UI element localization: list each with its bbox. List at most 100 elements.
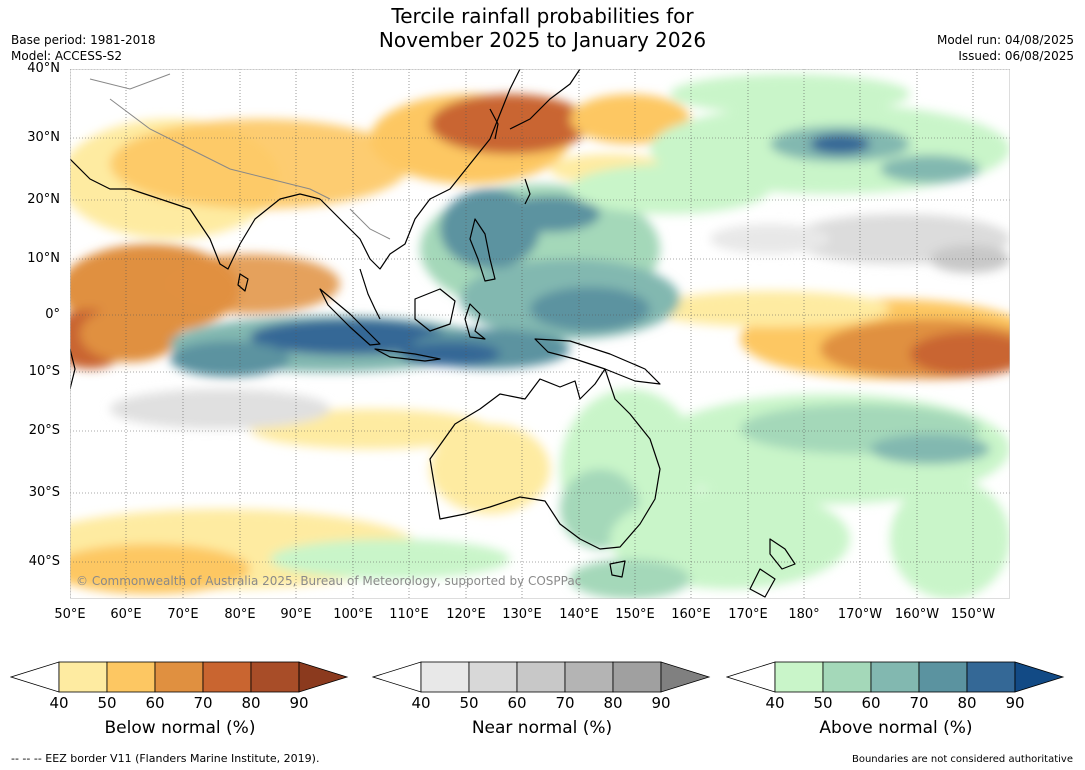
- lat-label-30s: 30°S: [28, 485, 60, 500]
- lon-label-60e: 60°E: [110, 607, 142, 622]
- colorbar-swatch: [154, 661, 204, 693]
- india-coast: [129, 188, 321, 270]
- coastlines: [70, 69, 796, 598]
- lon-label-80e: 80°E: [224, 607, 256, 622]
- japan-coast: [509, 69, 581, 130]
- lon-label-180: 180°: [788, 607, 820, 622]
- graticule: [70, 69, 1010, 599]
- colorbar-below-swatches: [9, 661, 349, 693]
- colorbar-swatch: [420, 661, 470, 693]
- tick-near-90: 90: [651, 694, 671, 712]
- map-canvas: [70, 69, 1010, 599]
- africa-coast: [70, 348, 76, 390]
- tick-below-40: 40: [49, 694, 69, 712]
- tick-above-80: 80: [957, 694, 977, 712]
- lon-label-130e: 130°E: [502, 607, 542, 622]
- colorbar-near-normal: [371, 661, 712, 699]
- tick-near-80: 80: [603, 694, 623, 712]
- lon-label-140e: 140°E: [559, 607, 599, 622]
- borneo-coast: [414, 288, 456, 332]
- sri-lanka-coast: [237, 273, 249, 292]
- lon-label-50e: 50°E: [54, 607, 86, 622]
- colorbar-extend-high: [660, 661, 711, 693]
- lat-label-10s: 10°S: [28, 364, 60, 379]
- tick-near-70: 70: [555, 694, 575, 712]
- malay-peninsula-coast: [359, 268, 381, 320]
- philippines-coast: [469, 218, 496, 282]
- colorbar-extend-low: [725, 661, 776, 693]
- model-name: Model: ACCESS-S2: [11, 49, 123, 63]
- lon-label-160e: 160°E: [671, 607, 711, 622]
- arabia-coast: [70, 158, 130, 190]
- tick-above-60: 60: [861, 694, 881, 712]
- java-coast: [374, 348, 441, 362]
- colorbar-swatch: [966, 661, 1016, 693]
- australia-coast: [429, 368, 661, 550]
- colorbar-swatch: [106, 661, 156, 693]
- tick-near-60: 60: [507, 694, 527, 712]
- colorbar-swatch: [250, 661, 300, 693]
- tick-above-50: 50: [813, 694, 833, 712]
- model-run: Model run: 04/08/2025: [936, 33, 1074, 47]
- tasmania-coast: [609, 560, 626, 578]
- boundaries-disclaimer: Boundaries are not considered authoritat…: [851, 754, 1073, 765]
- taiwan-coast: [524, 178, 531, 205]
- eez-border-note: -- -- -- EEZ border V11 (Flanders Marine…: [11, 752, 320, 765]
- tick-below-90: 90: [289, 694, 309, 712]
- new-zealand-coast: [749, 538, 796, 598]
- lat-label-10n: 10°N: [27, 251, 60, 266]
- map-title-line1: Tercile rainfall probabilities for: [391, 4, 694, 28]
- tick-near-50: 50: [459, 694, 479, 712]
- lon-label-160w: 160°W: [894, 607, 940, 622]
- colorbar-extend-low: [371, 661, 422, 693]
- tick-above-70: 70: [909, 694, 929, 712]
- colorbar-extend-high: [1014, 661, 1065, 693]
- lon-label-170e: 170°E: [728, 607, 768, 622]
- korea-coast: [489, 108, 499, 140]
- lon-label-70e: 70°E: [167, 607, 199, 622]
- lat-label-20s: 20°S: [28, 423, 60, 438]
- country-borders: [89, 73, 391, 240]
- lon-label-120e: 120°E: [446, 607, 486, 622]
- colorbar-swatch: [202, 661, 252, 693]
- lat-label-0: 0°: [45, 307, 60, 322]
- colorbar-swatch: [612, 661, 662, 693]
- tick-near-40: 40: [411, 694, 431, 712]
- lon-label-150w: 150°W: [950, 607, 996, 622]
- lat-label-40s: 40°S: [28, 554, 60, 569]
- colorbar-swatch: [564, 661, 614, 693]
- lon-label-110e: 110°E: [389, 607, 429, 622]
- border-central-asia: [89, 73, 171, 90]
- lon-label-150e: 150°E: [615, 607, 655, 622]
- tick-below-50: 50: [97, 694, 117, 712]
- colorbar-swatch: [516, 661, 566, 693]
- colorbar-label-below: Below normal (%): [104, 718, 256, 738]
- border-himalaya: [109, 98, 331, 200]
- colorbar-below-normal: [9, 661, 350, 699]
- colorbar-swatch: [822, 661, 872, 693]
- colorbar-near-swatches: [371, 661, 711, 693]
- tick-below-60: 60: [145, 694, 165, 712]
- colorbar-above-swatches: [725, 661, 1065, 693]
- colorbar-swatch: [870, 661, 920, 693]
- colorbar-above-normal: [725, 661, 1066, 699]
- colorbar-swatch: [774, 661, 824, 693]
- map-border: [70, 69, 1010, 599]
- map-title: Tercile rainfall probabilities for Novem…: [0, 4, 1085, 52]
- lon-label-170w: 170°W: [837, 607, 883, 622]
- map-title-line2: November 2025 to January 2026: [378, 28, 707, 52]
- tick-below-70: 70: [193, 694, 213, 712]
- border-indochina: [349, 208, 391, 240]
- lat-label-20n: 20°N: [27, 192, 60, 207]
- tick-below-80: 80: [241, 694, 261, 712]
- lon-label-90e: 90°E: [280, 607, 312, 622]
- colorbar-extend-high: [298, 661, 349, 693]
- copyright-notice: © Commonwealth of Australia 2025, Bureau…: [76, 574, 582, 588]
- meta-left: Base period: 1981-2018 Model: ACCESS-S2: [11, 32, 156, 64]
- lat-label-30n: 30°N: [27, 130, 60, 145]
- lon-label-100e: 100°E: [333, 607, 373, 622]
- probability-map: [70, 69, 1010, 599]
- sumatra-coast: [319, 288, 381, 346]
- colorbar-label-near: Near normal (%): [471, 718, 613, 738]
- new-guinea-coast: [534, 338, 661, 385]
